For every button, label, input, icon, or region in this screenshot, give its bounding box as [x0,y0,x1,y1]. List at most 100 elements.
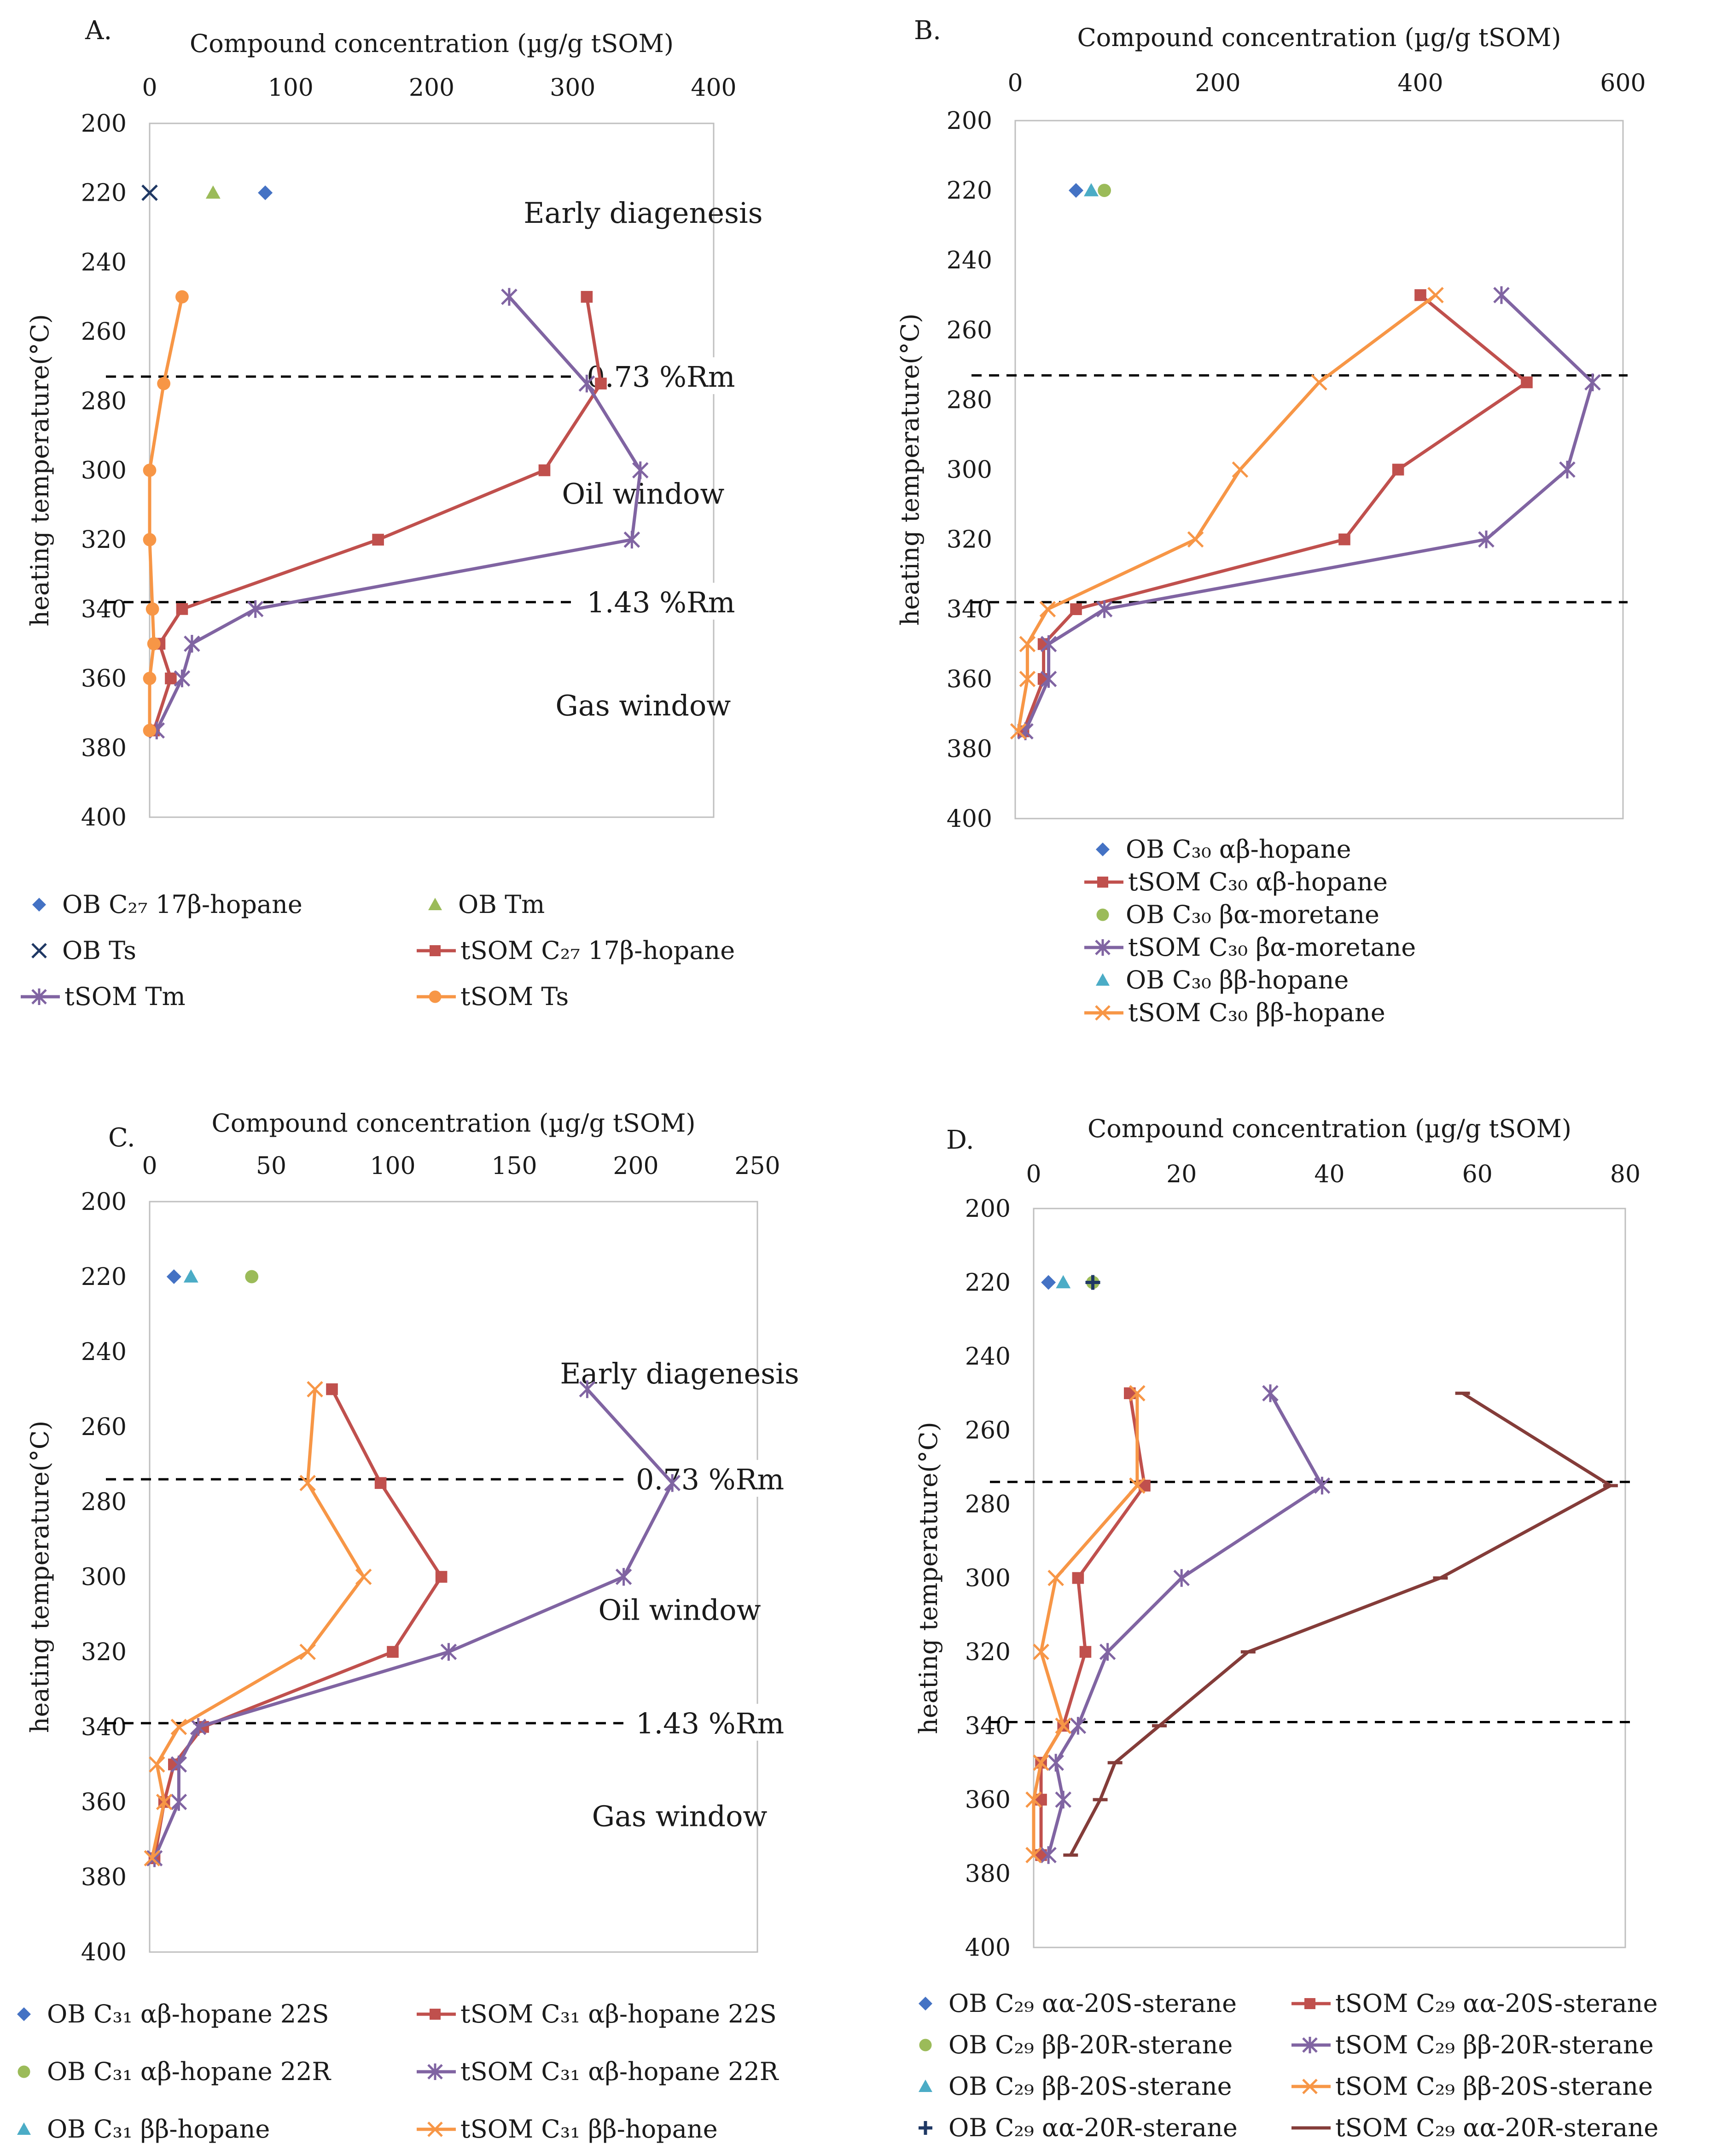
legend-item: OB Tm [428,890,545,919]
legend-label: OB C₂₉ αα-20S-sterane [948,1989,1237,2018]
legend-marker [17,2007,31,2021]
legend-label: OB C₂₉ ββ-20R-sterane [948,2030,1233,2059]
legend-label: tSOM C₂₉ ββ-20S-sterane [1335,2072,1653,2101]
data-point [1055,1717,1072,1734]
x-tick-label: 200 [1195,70,1240,97]
legend-marker [427,2063,443,2080]
series-line [1024,294,1594,732]
data-point [307,1381,323,1398]
x-tick-label: 0 [1026,1161,1041,1188]
series-OB-C₂₉-αα-20S-sterane [1041,1275,1056,1290]
data-point [184,635,200,653]
series-tSOM-Tm [148,288,649,739]
series-line [1047,1392,1324,1856]
panel-label: C. [108,1123,135,1153]
y-tick-label: 380 [81,734,127,762]
series-tSOM-C₂₉-αα-20R-sterane [1063,1391,1618,1857]
series-tSOM-C₃₀-ββ-hopane [1010,287,1444,740]
y-tick-label: 360 [947,666,992,693]
legend: OB C₂₉ αα-20S-sterane tSOM C₂₉ αα-20S-ste… [919,1989,1658,2142]
legend-item: tSOM C₂₉ ββ-20S-sterane [1291,2072,1653,2101]
y-tick-label: 400 [81,804,127,831]
data-point [615,1568,632,1586]
legend-marker [1096,908,1109,921]
panel-b: B. Compound concentration (µg/g tSOM) heat… [896,16,1646,1027]
series-tSOM-C₃₀-αβ-hopane [1017,289,1533,738]
y-tick-label: 300 [965,1565,1011,1592]
y-tick-label: 340 [947,596,992,623]
data-point [157,377,171,390]
data-point [1040,635,1057,653]
legend-label: OB C₃₀ αβ-hopane [1126,835,1351,864]
y-tick-label: 260 [965,1417,1011,1445]
data-point [143,672,157,685]
series-line [153,1388,674,1859]
data-point [176,603,188,615]
y-tick-label: 280 [81,388,127,415]
panel-d: D. Compound concentration (µg/g tSOM) heat… [914,1114,1658,2142]
legend-item: OB Ts [31,936,136,965]
data-point [245,1270,259,1284]
x-tick-label: 0 [142,74,157,102]
series-tSOM-C₃₁-αβ-hopane-22S [148,1383,448,1865]
data-point [143,724,157,738]
series-line [150,1389,366,1859]
legend-item: OB C₃₀ αβ-hopane [1096,835,1351,864]
data-point [579,1380,596,1398]
data-point [1019,636,1036,652]
data-point [258,185,273,200]
data-point [145,602,159,616]
legend-marker [1304,1998,1315,2009]
x-axis-title: Compound concentration (µg/g tSOM) [190,29,674,58]
series-tSOM-C₃₁-ββ-hopane [144,1381,372,1867]
data-point [1069,183,1083,198]
y-tick-label: 380 [965,1860,1011,1888]
legend-marker [919,1997,932,2011]
y-axis-title: heating temperature(°C) [25,1421,54,1733]
y-tick-label: 240 [81,1338,127,1366]
legend-label: OB C₂₇ 17β-hopane [62,890,302,919]
series-tSOM-C₃₀-βα-moretane [1017,286,1601,740]
data-point [1338,533,1350,546]
x-tick-label: 80 [1610,1161,1640,1188]
series-tSOM-C₂₉-ββ-20R-sterane [1040,1384,1331,1864]
data-point [632,461,649,479]
legend-item: OB C₃₁ αβ-hopane 22R [17,2057,331,2086]
legend-marker [427,2121,443,2137]
data-point [1098,184,1111,197]
data-point [1055,1790,1072,1809]
y-tick-label: 200 [965,1195,1011,1223]
legend-item: OB C₃₀ βα-moretane [1096,900,1379,929]
y-tick-label: 200 [947,107,992,135]
legend-item: tSOM C₃₁ ββ-hopane [417,2115,718,2144]
legend-label: tSOM Ts [460,982,569,1011]
legend-marker [919,2039,932,2051]
legend: OB C₃₁ αβ-hopane 22S tSOM C₃₁ αβ-hopane 2… [17,1999,779,2144]
data-point [147,637,161,651]
data-point [170,1719,187,1735]
legend-label: tSOM C₂₉ αα-20R-sterane [1335,2113,1658,2142]
data-point [1072,1572,1084,1584]
series-OB-C₂₉-αα-20R-sterane [1085,1275,1100,1290]
y-tick-label: 320 [947,526,992,554]
data-point [374,1477,387,1489]
series-OB-C₃₀-βα-moretane [1098,184,1111,197]
series-line [1069,1392,1612,1856]
legend-label: tSOM C₃₀ ββ-hopane [1128,998,1385,1027]
legend-label: OB C₃₀ ββ-hopane [1126,965,1349,994]
series-line [1022,294,1529,732]
legend-item: OB C₃₁ ββ-hopane [17,2115,270,2144]
data-point [165,672,177,685]
data-point [299,1644,316,1660]
y-tick-label: 360 [81,665,127,693]
threshold-label-background [577,582,721,620]
legend-marker [31,988,47,1005]
plot-frame [1014,120,1624,819]
data-point [1129,1477,1146,1494]
series-OB-C₃₁-αβ-hopane-22R [245,1270,259,1284]
legend-item: tSOM Ts [417,982,569,1011]
x-tick-label: 0 [142,1152,157,1180]
legend-item: tSOM C₂₉ ββ-20R-sterane [1291,2030,1654,2059]
data-point [1232,461,1249,478]
